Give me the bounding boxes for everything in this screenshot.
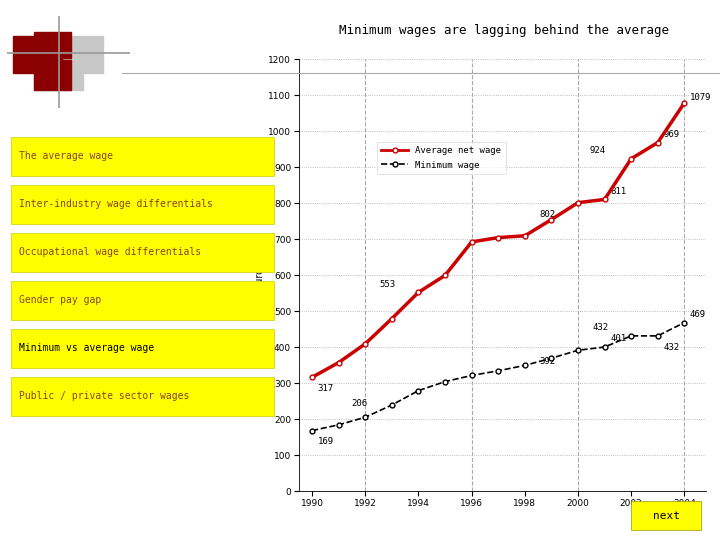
Text: next: next	[652, 511, 680, 521]
Text: 553: 553	[379, 280, 396, 289]
Text: 401: 401	[610, 334, 626, 343]
Text: The average wage: The average wage	[19, 151, 114, 161]
Text: 924: 924	[590, 146, 606, 155]
Text: 811: 811	[610, 187, 626, 196]
Text: Inter-industry wage differentials: Inter-industry wage differentials	[19, 199, 213, 209]
Text: 1079: 1079	[690, 93, 711, 102]
Text: 432: 432	[593, 323, 608, 332]
Text: 802: 802	[539, 210, 555, 219]
Bar	[34, 53, 83, 90]
Text: 317: 317	[318, 384, 334, 393]
Text: 169: 169	[318, 437, 334, 447]
Text: 969: 969	[663, 130, 680, 139]
Text: Public / private sector wages: Public / private sector wages	[19, 392, 190, 401]
Y-axis label: Euros: Euros	[254, 262, 264, 289]
Text: 432: 432	[663, 343, 680, 352]
Text: Minimum wages are lagging behind the average: Minimum wages are lagging behind the ave…	[339, 24, 669, 37]
Text: 392: 392	[539, 357, 555, 366]
Text: 206: 206	[351, 399, 367, 408]
Legend: Average net wage, Minimum wage: Average net wage, Minimum wage	[377, 141, 506, 174]
Bar	[14, 36, 63, 73]
Text: 469: 469	[690, 310, 706, 319]
Bar	[34, 32, 71, 57]
Text: Minimum vs average wage: Minimum vs average wage	[19, 343, 155, 353]
Text: Gender pay gap: Gender pay gap	[19, 295, 102, 305]
Text: Occupational wage differentials: Occupational wage differentials	[19, 247, 202, 257]
Bar	[54, 36, 103, 73]
Bar	[34, 60, 71, 90]
